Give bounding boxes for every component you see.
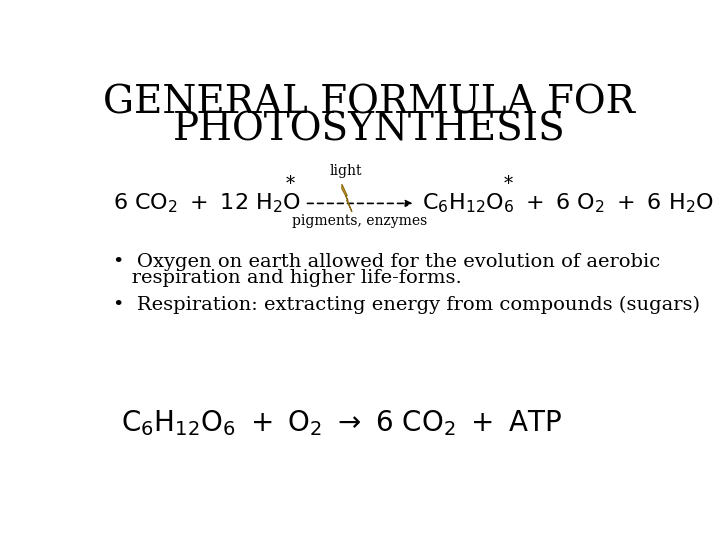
Text: $6\ \mathrm{CO_2}\ +\ 12\ \mathrm{H_2O}$: $6\ \mathrm{CO_2}\ +\ 12\ \mathrm{H_2O}$ — [113, 192, 302, 215]
Text: $\mathrm{C_6H_{12}O_6}\ +\ \mathrm{O_2}\ \rightarrow\ 6\ \mathrm{CO_2}\ +\ \math: $\mathrm{C_6H_{12}O_6}\ +\ \mathrm{O_2}\… — [121, 408, 562, 438]
Text: respiration and higher life-forms.: respiration and higher life-forms. — [113, 269, 462, 287]
Text: PHOTOSYNTHESIS: PHOTOSYNTHESIS — [173, 112, 565, 149]
Polygon shape — [342, 184, 352, 212]
Text: •  Oxygen on earth allowed for the evolution of aerobic: • Oxygen on earth allowed for the evolut… — [113, 253, 660, 272]
Text: GENERAL FORMULA FOR: GENERAL FORMULA FOR — [103, 85, 635, 122]
Text: *: * — [285, 175, 294, 193]
Text: pigments, enzymes: pigments, enzymes — [292, 214, 428, 228]
Text: •  Respiration: extracting energy from compounds (sugars): • Respiration: extracting energy from co… — [113, 296, 701, 314]
Text: light: light — [330, 164, 362, 178]
Text: *: * — [504, 175, 513, 193]
Text: $\mathrm{C_6H_{12}O_6}\ +\ 6\ \mathrm{O_2}\ +\ 6\ \mathrm{H_2O}$: $\mathrm{C_6H_{12}O_6}\ +\ 6\ \mathrm{O_… — [422, 192, 714, 215]
